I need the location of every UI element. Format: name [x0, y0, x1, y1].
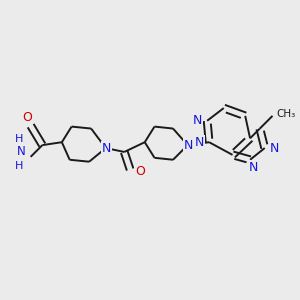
Text: O: O — [135, 165, 145, 178]
Text: N: N — [102, 142, 111, 154]
Text: N: N — [248, 161, 258, 174]
Text: H: H — [15, 134, 23, 144]
Text: N: N — [193, 114, 202, 127]
Text: N: N — [195, 136, 204, 149]
Text: N: N — [270, 142, 279, 154]
Text: H: H — [15, 160, 23, 171]
Text: CH₃: CH₃ — [276, 109, 296, 119]
Text: N: N — [184, 139, 193, 152]
Text: N: N — [16, 146, 25, 158]
Text: O: O — [22, 111, 32, 124]
